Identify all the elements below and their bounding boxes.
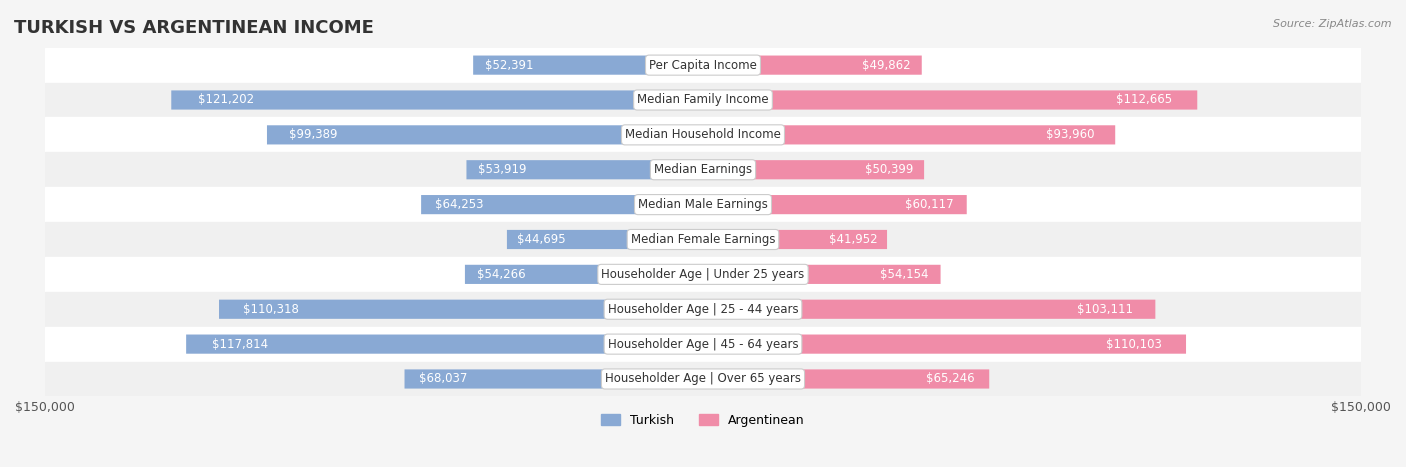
Bar [45, 292, 1361, 327]
FancyBboxPatch shape [703, 300, 1156, 319]
Text: Median Female Earnings: Median Female Earnings [631, 233, 775, 246]
Bar [45, 187, 1361, 222]
Text: $53,919: $53,919 [478, 163, 527, 176]
Bar [45, 83, 1361, 117]
Bar [45, 117, 1361, 152]
FancyBboxPatch shape [219, 300, 703, 319]
Text: $68,037: $68,037 [419, 373, 468, 385]
Text: $64,253: $64,253 [436, 198, 484, 211]
FancyBboxPatch shape [172, 91, 703, 110]
FancyBboxPatch shape [703, 369, 990, 389]
Text: Householder Age | Under 25 years: Householder Age | Under 25 years [602, 268, 804, 281]
FancyBboxPatch shape [703, 125, 1115, 144]
FancyBboxPatch shape [703, 195, 967, 214]
Bar [45, 48, 1361, 83]
Bar [45, 222, 1361, 257]
FancyBboxPatch shape [703, 91, 1198, 110]
Text: $112,665: $112,665 [1116, 93, 1173, 106]
FancyBboxPatch shape [703, 265, 941, 284]
Text: $52,391: $52,391 [485, 59, 533, 71]
Text: Source: ZipAtlas.com: Source: ZipAtlas.com [1274, 19, 1392, 28]
Text: $54,266: $54,266 [477, 268, 526, 281]
Text: $93,960: $93,960 [1046, 128, 1095, 142]
FancyBboxPatch shape [465, 265, 703, 284]
Text: $110,318: $110,318 [243, 303, 299, 316]
Bar [45, 257, 1361, 292]
Text: Householder Age | Over 65 years: Householder Age | Over 65 years [605, 373, 801, 385]
Text: Median Earnings: Median Earnings [654, 163, 752, 176]
FancyBboxPatch shape [267, 125, 703, 144]
Text: Median Household Income: Median Household Income [626, 128, 780, 142]
Text: Householder Age | 25 - 44 years: Householder Age | 25 - 44 years [607, 303, 799, 316]
Text: $65,246: $65,246 [927, 373, 974, 385]
FancyBboxPatch shape [474, 56, 703, 75]
Text: $121,202: $121,202 [198, 93, 254, 106]
FancyBboxPatch shape [703, 230, 887, 249]
Text: $44,695: $44,695 [517, 233, 565, 246]
Text: Householder Age | 45 - 64 years: Householder Age | 45 - 64 years [607, 338, 799, 351]
Text: TURKISH VS ARGENTINEAN INCOME: TURKISH VS ARGENTINEAN INCOME [14, 19, 374, 37]
FancyBboxPatch shape [422, 195, 703, 214]
Bar [45, 327, 1361, 361]
Bar [45, 152, 1361, 187]
FancyBboxPatch shape [467, 160, 703, 179]
Text: $54,154: $54,154 [880, 268, 929, 281]
Text: $117,814: $117,814 [212, 338, 269, 351]
FancyBboxPatch shape [703, 334, 1187, 354]
Text: $103,111: $103,111 [1077, 303, 1133, 316]
Text: $49,862: $49,862 [862, 59, 911, 71]
Text: $50,399: $50,399 [865, 163, 912, 176]
FancyBboxPatch shape [703, 56, 922, 75]
Text: $110,103: $110,103 [1107, 338, 1161, 351]
Text: $99,389: $99,389 [288, 128, 337, 142]
Text: $60,117: $60,117 [905, 198, 953, 211]
Legend: Turkish, Argentinean: Turkish, Argentinean [596, 409, 810, 432]
Bar [45, 361, 1361, 396]
Text: Median Family Income: Median Family Income [637, 93, 769, 106]
FancyBboxPatch shape [508, 230, 703, 249]
Text: Per Capita Income: Per Capita Income [650, 59, 756, 71]
FancyBboxPatch shape [186, 334, 703, 354]
Text: $41,952: $41,952 [830, 233, 877, 246]
Text: Median Male Earnings: Median Male Earnings [638, 198, 768, 211]
FancyBboxPatch shape [405, 369, 703, 389]
FancyBboxPatch shape [703, 160, 924, 179]
